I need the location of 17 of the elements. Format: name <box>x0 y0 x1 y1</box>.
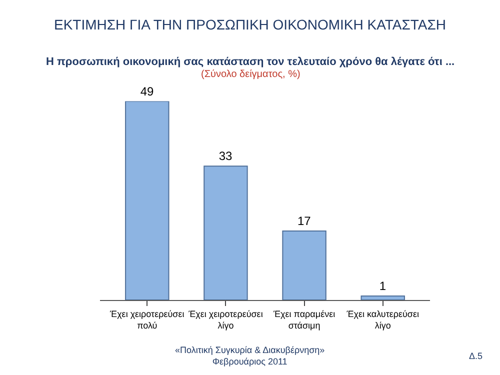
bar <box>282 230 326 300</box>
x-tick-label: Έχει καλυτερεύσει λίγο <box>346 308 419 330</box>
data-label: 17 <box>297 214 312 228</box>
text: (Σύνολο δείγματος, %) <box>201 69 300 80</box>
bar <box>125 101 170 300</box>
bar <box>204 166 248 300</box>
text: «Πολιτική Συγκυρία & Διακυβέρνηση» Φεβρουάριος 2011 <box>175 345 325 367</box>
chart-subtitle: Η προσωπική οικονομική σας κατάσταση τον τελευταίο χρόνο θα λέγατε ότι ... <box>46 56 455 68</box>
bar <box>360 295 405 300</box>
data-label: 1 <box>379 278 386 293</box>
text: Δ.5 <box>469 351 483 361</box>
chart-title: ΕΚΤΙΜΗΣΗ ΓΙΑ ΤΗΝ ΠΡΟΣΩΠΙΚΗ ΟΙΚΟΝΟΜΙΚΗ ΚΑΤΑΣΤΑΣΗ <box>54 16 446 32</box>
x-tick-label: Έχει παραμένει στάσιμη <box>272 308 336 330</box>
data-label: 49 <box>140 84 154 98</box>
x-tick-label: Έχει χειροτερεύσει πολύ <box>109 308 184 330</box>
x-tick-label: Έχει χειροτερεύσει λίγο <box>188 308 263 330</box>
data-label: 33 <box>218 149 233 164</box>
